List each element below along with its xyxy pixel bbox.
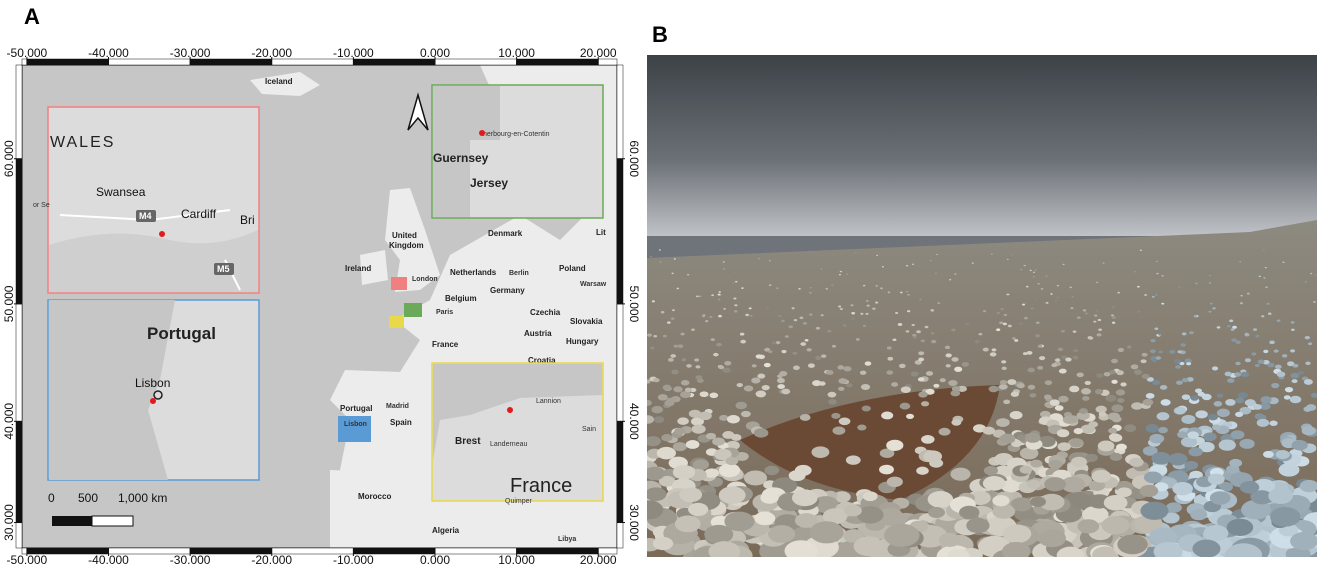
place-label: Lit xyxy=(596,228,606,237)
place-label: Iceland xyxy=(265,77,293,86)
frame-band xyxy=(617,65,623,159)
y-tick-label: 50.000 xyxy=(2,285,16,322)
x-tick-label: -10.000 xyxy=(333,46,374,60)
x-tick-label: -20.000 xyxy=(251,553,292,566)
place-label: Slovakia xyxy=(570,317,603,326)
place-label: Cardiff xyxy=(181,207,217,221)
inset-title: WALES xyxy=(50,134,115,151)
place-label: Hungary xyxy=(566,337,599,346)
y-tick-label: 30.000 xyxy=(2,504,16,541)
frame-band xyxy=(16,159,22,304)
x-tick-label: 0.000 xyxy=(420,46,450,60)
frame-band xyxy=(16,523,22,548)
y-tick-label: 40.000 xyxy=(627,403,641,440)
panel-label: B xyxy=(652,22,668,47)
place-label: herbourg-en-Cotentin xyxy=(483,131,550,138)
place-label: or Se xyxy=(33,202,50,209)
place-label: Lisbon xyxy=(344,421,367,428)
place-label: Lannion xyxy=(536,398,561,405)
beach-photo xyxy=(634,55,1317,566)
place-label: France xyxy=(432,340,459,349)
y-tick-label: 60.000 xyxy=(627,140,641,177)
map: Iceland Denmark United Kingdom Ireland L… xyxy=(22,65,617,548)
frame-band xyxy=(16,304,22,421)
place-label: Sain xyxy=(582,426,596,433)
place-label: Netherlands xyxy=(450,268,497,277)
y-tick-label: 50.000 xyxy=(627,286,641,323)
place-label: Kingdom xyxy=(389,241,424,250)
place-label: Guernsey xyxy=(433,151,489,165)
x-tick-label: 10.000 xyxy=(498,46,535,60)
place-label: Madrid xyxy=(386,403,409,410)
place-label: Spain xyxy=(390,418,412,427)
figure-svg: A B Iceland Denmark United Kingdom Irela… xyxy=(0,0,1317,566)
place-label: Brest xyxy=(455,436,481,447)
panel-label: A xyxy=(24,4,40,29)
scale-label: 1,000 km xyxy=(118,491,167,505)
frame-band xyxy=(16,65,22,159)
place-label: Portugal xyxy=(340,404,372,413)
x-tick-label: -30.000 xyxy=(170,46,211,60)
x-tick-label: 0.000 xyxy=(420,553,450,566)
scale-label: 0 xyxy=(48,491,55,505)
place-label: Bri xyxy=(240,213,255,227)
frame-band xyxy=(617,421,623,522)
frame-band xyxy=(617,159,623,304)
place-label: Lisbon xyxy=(135,376,170,390)
place-label: Libya xyxy=(558,536,576,543)
x-tick-label: -30.000 xyxy=(170,553,211,566)
place-label: Warsaw xyxy=(580,281,607,288)
inset-brittany: Lannion Brest Landerneau France Quimper … xyxy=(432,363,603,505)
place-label: Landerneau xyxy=(490,441,527,448)
y-tick-label: 30.000 xyxy=(627,504,641,541)
x-tick-label: -50.000 xyxy=(7,46,48,60)
inset-title: Portugal xyxy=(147,324,216,343)
place-label: Austria xyxy=(524,329,552,338)
place-label: Quimper xyxy=(505,498,533,505)
inset-normandy: herbourg-en-Cotentin Guernsey Jersey xyxy=(432,85,603,218)
place-label: Berlin xyxy=(509,270,529,277)
x-tick-label: -40.000 xyxy=(88,46,129,60)
place-label: Poland xyxy=(559,264,586,273)
x-tick-label: -40.000 xyxy=(88,553,129,566)
place-label: Algeria xyxy=(432,526,460,535)
frame-band xyxy=(16,421,22,522)
place-label: United xyxy=(392,231,417,240)
y-tick-label: 60.000 xyxy=(2,140,16,177)
scale-label: 500 xyxy=(78,491,98,505)
place-label: Czechia xyxy=(530,308,561,317)
inset-wales: WALES Swansea Cardiff Bri M4 M5 or Se xyxy=(33,107,259,293)
place-label: France xyxy=(510,475,572,497)
place-label: Ireland xyxy=(345,264,371,273)
place-label: Belgium xyxy=(445,294,477,303)
place-label: Swansea xyxy=(96,185,146,199)
y-tick-label: 40.000 xyxy=(2,403,16,440)
frame-band xyxy=(617,304,623,421)
x-tick-label: -20.000 xyxy=(251,46,292,60)
x-tick-label: 20.000 xyxy=(580,46,617,60)
place-label: Jersey xyxy=(470,176,508,190)
road-badge: M4 xyxy=(139,211,152,221)
x-tick-label: -10.000 xyxy=(333,553,374,566)
place-label: Morocco xyxy=(358,492,391,501)
place-label: Denmark xyxy=(488,229,523,238)
x-tick-label: 10.000 xyxy=(498,553,535,566)
x-tick-label: 20.000 xyxy=(580,553,617,566)
frame-band xyxy=(617,523,623,548)
place-label: London xyxy=(412,276,438,283)
x-tick-label: -50.000 xyxy=(7,553,48,566)
place-label: Paris xyxy=(436,309,453,316)
road-badge: M5 xyxy=(217,264,230,274)
inset-portugal: Portugal Lisbon xyxy=(48,300,259,480)
figure: A B Iceland Denmark United Kingdom Irela… xyxy=(0,0,1317,566)
place-label: Germany xyxy=(490,286,525,295)
